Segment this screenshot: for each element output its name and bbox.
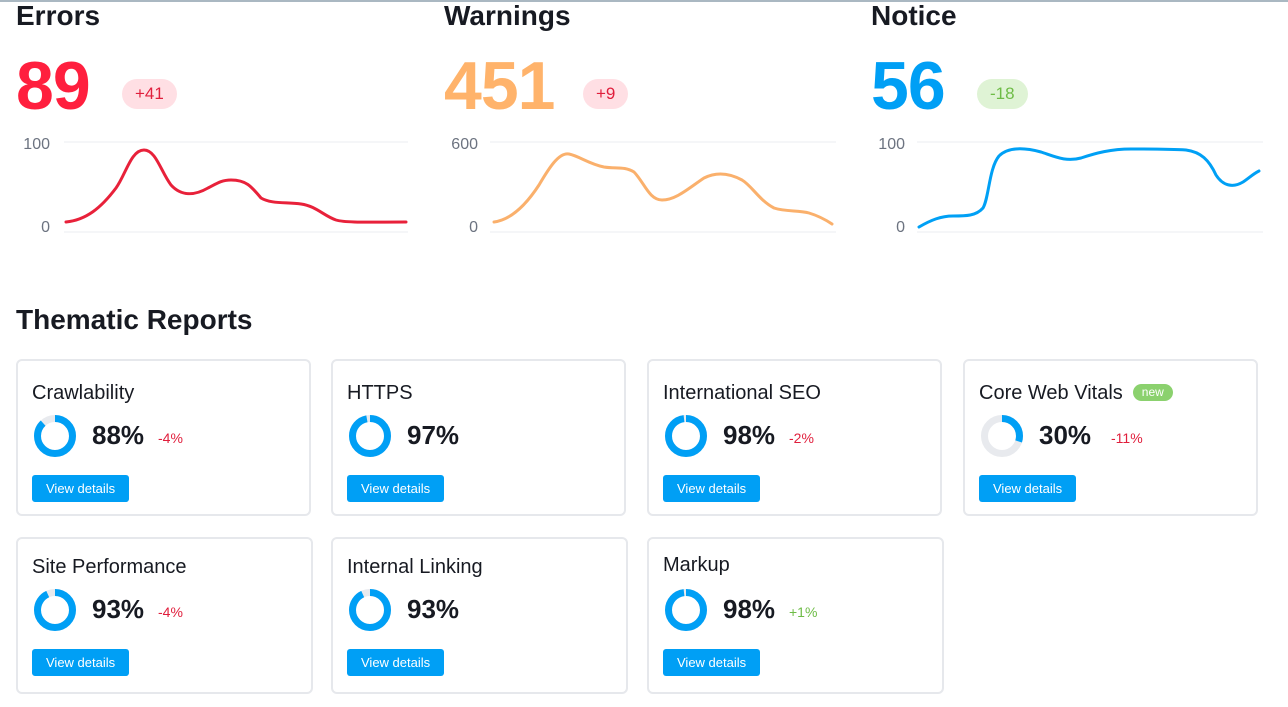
report-card-site-performance: Site Performance 93% -4% View details	[16, 537, 313, 694]
thematic-reports-title: Thematic Reports	[16, 304, 253, 335]
warnings-y-min: 0	[469, 219, 478, 236]
donut-progress-icon	[665, 415, 707, 457]
notice-count: 56	[871, 48, 946, 124]
warnings-title: Warnings	[444, 0, 571, 31]
report-card-title: Crawlability	[32, 382, 135, 404]
report-card-change: -4%	[158, 430, 183, 446]
notice-delta-badge: -18	[977, 79, 1028, 109]
report-card-change: -2%	[789, 430, 814, 446]
top-divider	[0, 0, 1288, 2]
errors-y-min: 0	[41, 219, 50, 236]
errors-trend-chart: 100 0	[23, 136, 408, 236]
report-card-change: +1%	[789, 604, 818, 620]
warnings-metric: Warnings 451 +9 600 0	[444, 0, 844, 250]
errors-metric: Errors 89 +41 100 0	[16, 0, 416, 250]
report-card-title-text: Core Web Vitals	[979, 382, 1123, 404]
view-details-button[interactable]: View details	[663, 649, 761, 676]
report-card-percent: 88%	[92, 420, 145, 450]
donut-progress-icon	[981, 415, 1023, 457]
warnings-trend-chart: 600 0	[451, 136, 836, 236]
warnings-count: 451	[444, 48, 555, 124]
view-details-button[interactable]: View details	[663, 475, 761, 502]
notice-trend-line	[917, 147, 1261, 229]
report-card-change: -11%	[1111, 430, 1143, 446]
report-card-percent: 98%	[723, 594, 776, 624]
errors-trend-line	[64, 148, 408, 224]
report-card-international-seo: International SEO 98% -2% View details	[647, 359, 942, 516]
errors-count: 89	[16, 48, 91, 124]
report-card-title: Core Web Vitals new	[979, 381, 1173, 405]
errors-delta-badge: +41	[122, 79, 177, 109]
report-card-https: HTTPS 97% View details	[331, 359, 626, 516]
notice-y-max: 100	[878, 136, 905, 153]
donut-progress-icon	[349, 589, 391, 631]
report-card-percent: 97%	[407, 420, 460, 450]
warnings-delta-badge: +9	[583, 79, 629, 109]
report-card-crawlability: Crawlability 88% -4% View details	[16, 359, 311, 516]
report-card-internal-linking: Internal Linking 93% View details	[331, 537, 628, 694]
donut-progress-icon	[34, 589, 76, 631]
report-card-percent: 93%	[407, 594, 460, 624]
notice-metric: Notice 56 -18 100 0	[871, 0, 1271, 250]
report-card-percent: 93%	[92, 594, 145, 624]
report-card-title: HTTPS	[347, 382, 413, 404]
errors-y-max: 100	[23, 136, 50, 153]
view-details-button[interactable]: View details	[32, 475, 130, 502]
notice-y-min: 0	[896, 219, 905, 236]
warnings-y-max: 600	[451, 136, 478, 153]
warnings-trend-line	[492, 152, 834, 226]
report-card-markup: Markup 98% +1% View details	[647, 537, 944, 694]
notice-title: Notice	[871, 0, 957, 31]
report-card-title: Internal Linking	[347, 556, 483, 578]
report-card-title: Markup	[663, 554, 730, 576]
report-card-percent: 30%	[1039, 420, 1092, 450]
report-card-change: -4%	[158, 604, 183, 620]
view-details-button[interactable]: View details	[32, 649, 130, 676]
donut-progress-icon	[34, 415, 76, 457]
report-card-title: International SEO	[663, 382, 821, 404]
report-card-title: Site Performance	[32, 556, 187, 578]
report-card-core-web-vitals: Core Web Vitals new 30% -11% View details	[963, 359, 1258, 516]
donut-progress-icon	[349, 415, 391, 457]
view-details-button[interactable]: View details	[979, 475, 1077, 502]
donut-progress-icon	[665, 589, 707, 631]
view-details-button[interactable]: View details	[347, 649, 445, 676]
new-badge: new	[1132, 384, 1173, 401]
notice-trend-chart: 100 0	[878, 136, 1263, 236]
report-card-percent: 98%	[723, 420, 776, 450]
view-details-button[interactable]: View details	[347, 475, 445, 502]
errors-title: Errors	[16, 0, 101, 31]
